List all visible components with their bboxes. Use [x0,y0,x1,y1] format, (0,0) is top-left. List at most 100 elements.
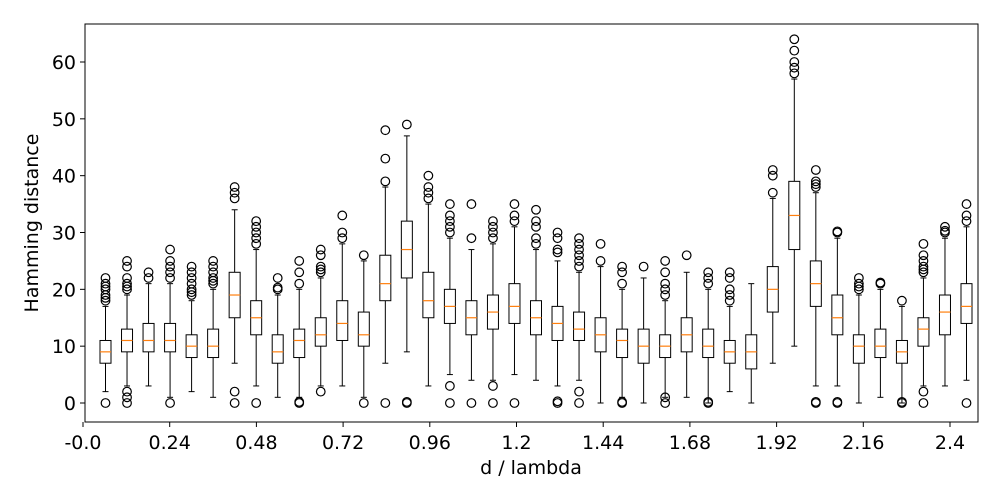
flier-point [272,282,283,293]
flier-point [703,278,714,289]
flier-point [488,221,498,232]
x-tick-label: 1.92 [755,432,797,454]
flier-point [186,267,197,278]
box-group [379,125,392,408]
flier-point [660,290,671,300]
box-group [142,267,155,387]
box-group [99,273,112,408]
box [616,328,629,359]
flier-point [423,187,434,198]
x-tick-label: 1.2 [501,432,531,454]
box [271,334,284,364]
box-group [443,199,456,408]
flier-point [660,284,671,295]
flier-point [574,256,584,266]
box-group [486,216,499,408]
flier-point [789,34,800,45]
flier-point [918,238,929,249]
flier-point [315,267,326,278]
box-group [874,277,887,398]
flier-point [488,227,498,238]
flier-point [186,273,197,283]
flier-point [810,179,821,190]
flier-point [832,226,843,237]
box-group [551,227,564,408]
flier-point [186,284,197,295]
flier-point [595,238,606,249]
box-group [185,261,198,393]
box-group [809,165,822,408]
flier-point [660,398,671,408]
box [508,283,521,324]
flier-point [315,250,326,261]
flier-point [100,273,111,283]
flier-point [208,256,219,266]
flier-point [294,267,305,278]
flier-point [853,278,864,289]
x-tick-label: 0.24 [149,432,191,454]
flier-point [165,261,175,272]
box [164,322,177,353]
box-group [336,210,349,387]
flier-point [897,396,907,407]
flier-point [122,284,132,295]
box [357,311,370,347]
flier-point [531,216,541,227]
flier-point [595,256,606,266]
box [422,271,435,319]
box-group [250,216,263,408]
flier-point [810,176,821,187]
box [917,317,930,347]
flier-point [358,250,369,261]
x-tick-label: 2.16 [842,432,884,454]
flier-point [122,398,132,408]
flier-point [724,267,735,278]
flier-point [294,256,305,266]
box-group [831,226,844,408]
flier-point [810,165,821,175]
flier-point [122,392,132,403]
box [573,311,586,341]
flier-point [401,119,412,130]
box-group [422,170,435,387]
flier-point [100,278,111,289]
flier-point [337,227,348,238]
box [379,254,392,302]
x-tick-label: 2.4 [935,432,965,454]
box-group [293,256,306,408]
flier-point [552,247,563,258]
box-group [723,267,736,393]
flier-point [272,273,283,283]
flier-point [315,264,326,275]
flier-point [617,261,627,272]
box-group [637,261,650,404]
flier-point [229,398,240,408]
flier-point [703,396,714,407]
flier-point [294,396,305,407]
x-tick-label: -0.0 [64,432,101,454]
flier-point [488,398,498,408]
flier-point [660,392,671,403]
box-group [594,238,607,404]
flier-point [380,125,391,136]
flier-point [294,278,305,289]
box-group [680,250,693,398]
flier-point [380,153,391,164]
flier-point [143,273,154,283]
box-group [917,238,930,408]
flier-point [617,267,627,278]
flier-point [208,261,219,272]
x-tick-label: 1.44 [582,432,624,454]
flier-point [724,284,735,295]
box-group [745,283,758,404]
flier-point [660,256,671,266]
flier-point [703,273,714,283]
flier-point [251,227,262,238]
axes-frame [84,23,979,423]
y-tick-label: 10 [52,336,76,358]
flier-point [918,250,929,261]
flier-point [488,381,498,391]
flier-point [918,398,929,408]
flier-point [229,386,240,397]
flier-point [767,170,778,181]
